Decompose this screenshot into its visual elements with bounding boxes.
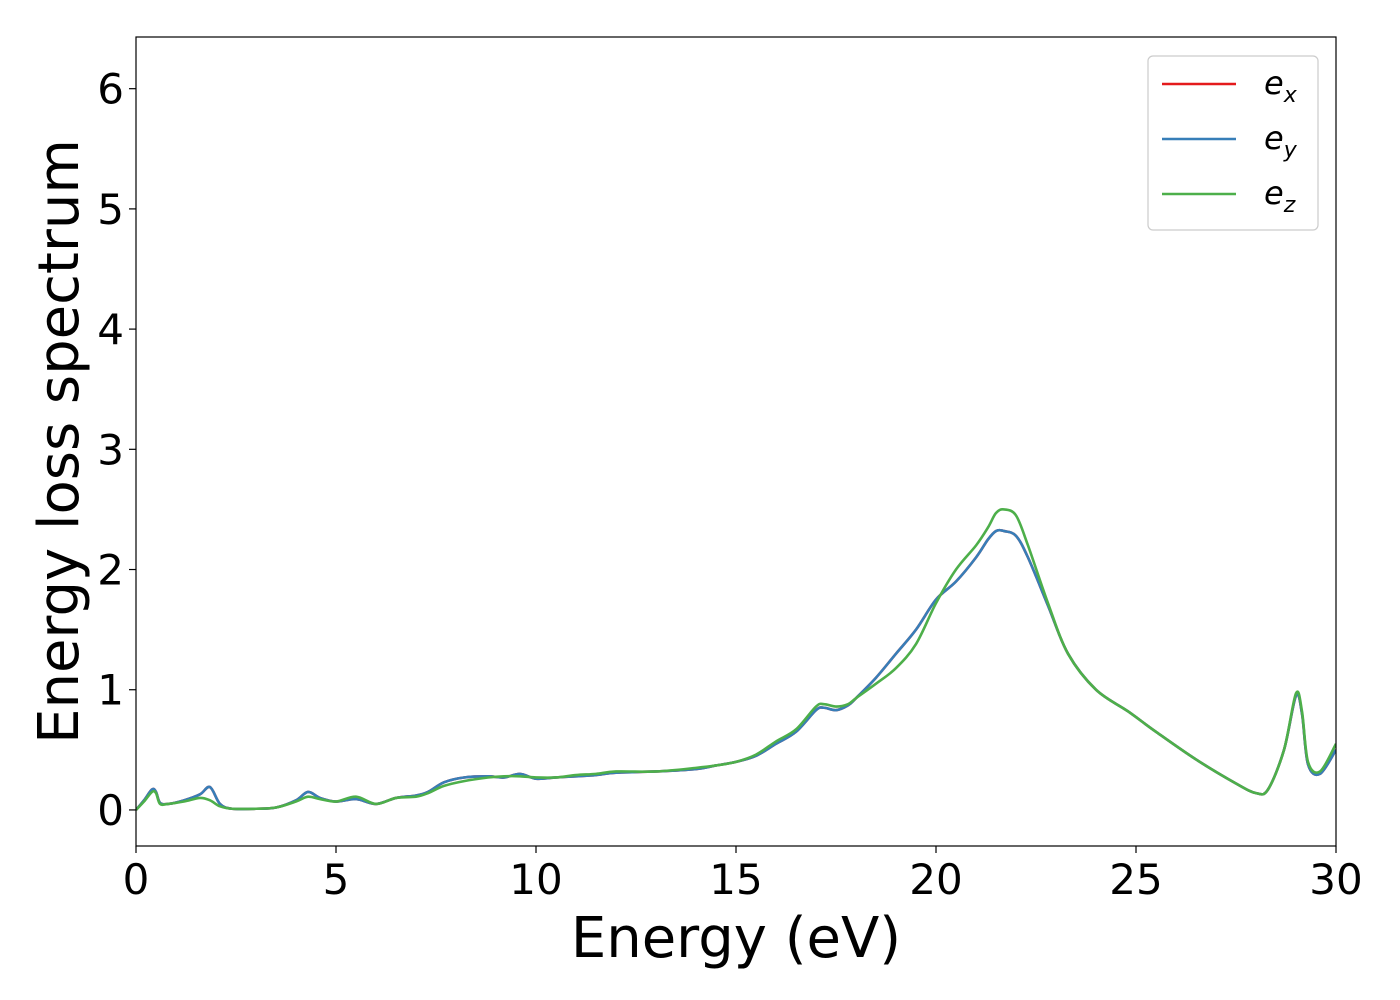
series-line-x <box>136 528 1336 811</box>
legend-box <box>1147 55 1319 231</box>
y-tick-label: 4 <box>97 305 124 354</box>
y-tick-label: 6 <box>97 65 124 114</box>
legend-label-z: ez <box>1264 174 1296 218</box>
series-line-z <box>136 508 1336 811</box>
x-tick-label: 15 <box>709 855 762 904</box>
legend: ex ey ez <box>1147 55 1319 231</box>
legend-label-y: ey <box>1264 119 1298 163</box>
x-tick-label: 0 <box>123 855 150 904</box>
x-tick-label: 10 <box>509 855 562 904</box>
x-tick-label: 25 <box>1109 855 1162 904</box>
y-tick-label: 2 <box>97 546 124 595</box>
x-tick-label: 20 <box>909 855 962 904</box>
series-layer <box>136 508 1336 811</box>
x-axis-label: Energy (eV) <box>571 906 901 971</box>
x-axis-ticks: 0 5 10 15 20 25 30 <box>123 846 1363 904</box>
x-tick-label: 5 <box>323 855 350 904</box>
y-tick-label: 1 <box>97 666 124 715</box>
y-tick-label: 3 <box>97 425 124 474</box>
y-tick-label: 5 <box>97 185 124 234</box>
y-axis-ticks: 0 1 2 3 4 5 6 <box>97 65 136 835</box>
y-axis-label: Energy loss spectrum <box>27 139 92 744</box>
y-tick-label: 0 <box>97 786 124 835</box>
legend-label-x: ex <box>1264 64 1298 108</box>
series-line-y <box>136 528 1336 811</box>
x-tick-label: 30 <box>1309 855 1362 904</box>
